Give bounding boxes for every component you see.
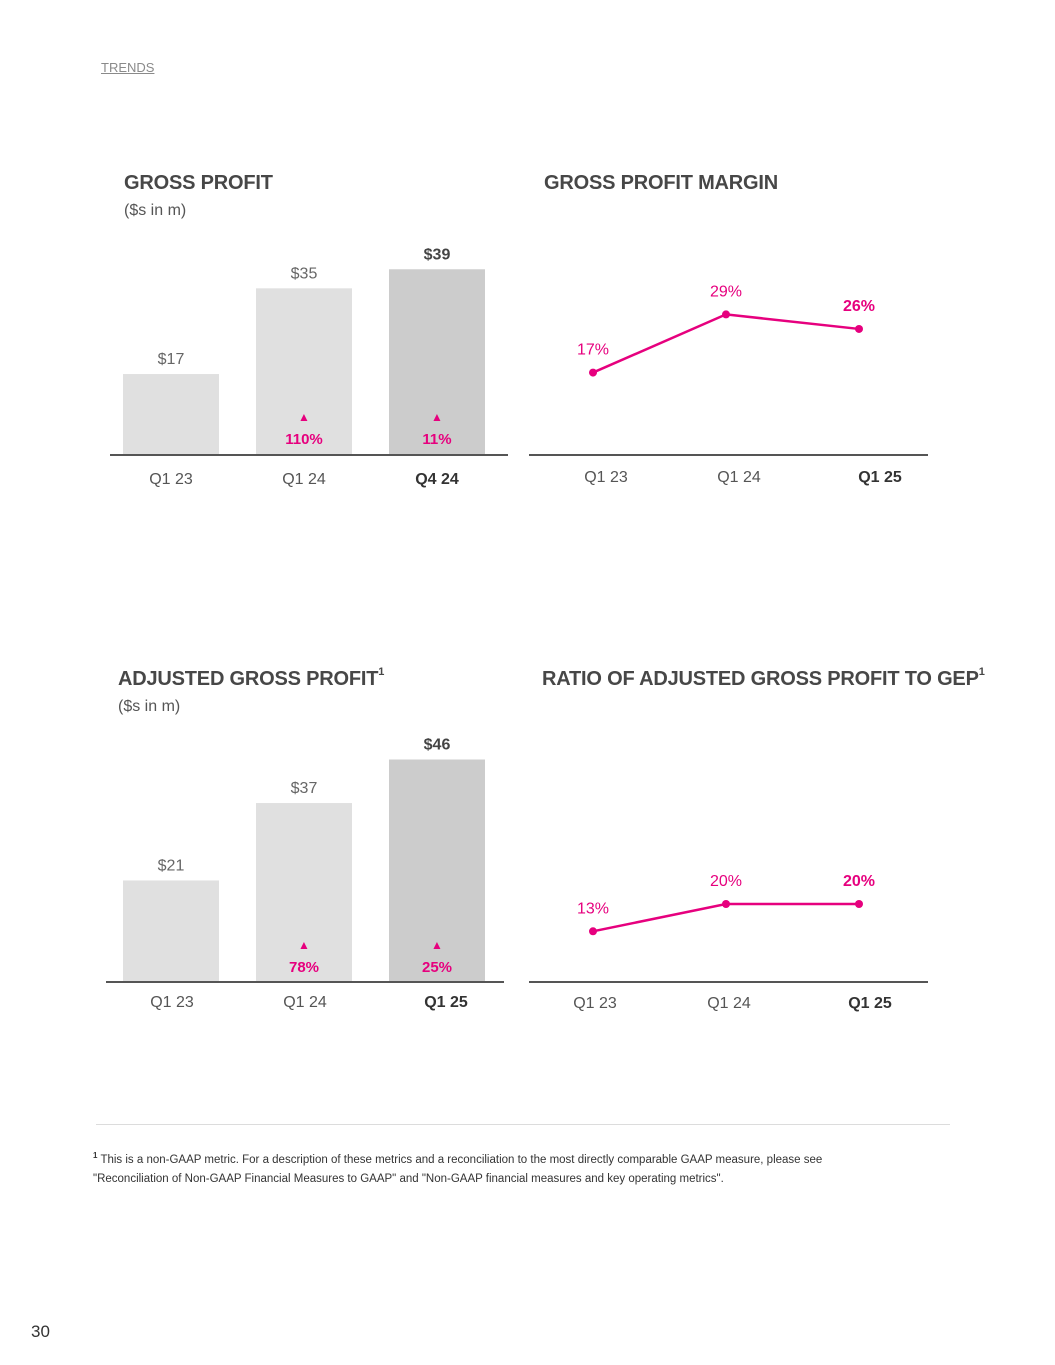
footnote-ref: 1: [978, 666, 985, 679]
footnote-line-1: 1 This is a non-GAAP metric. For a descr…: [93, 1151, 823, 1166]
point-value-label: 20%: [710, 873, 742, 890]
footnote-line-2: "Reconciliation of Non-GAAP Financial Me…: [93, 1173, 724, 1185]
gross-profit-margin-title: GROSS PROFIT MARGIN: [544, 172, 778, 194]
growth-label: 25%: [422, 959, 452, 976]
bar: [256, 803, 352, 982]
x-tick-label: Q1 24: [282, 471, 326, 488]
point-value-label: 17%: [577, 342, 609, 359]
growth-up-icon: ▲: [431, 938, 443, 952]
x-tick-label: Q1 24: [283, 994, 327, 1011]
gross-profit-title: GROSS PROFIT: [124, 172, 273, 194]
x-tick-label: Q1 24: [717, 469, 761, 486]
bar-value-label: $35: [291, 265, 318, 282]
x-tick-label: Q1 25: [858, 469, 902, 486]
x-tick-label: Q1 23: [584, 469, 628, 486]
point-value-label: 20%: [843, 873, 875, 890]
bar: [123, 880, 219, 982]
footnote-ref: 1: [378, 666, 385, 679]
bar: [123, 374, 219, 455]
bar: [389, 269, 485, 455]
data-point: [722, 900, 730, 908]
x-tick-label: Q1 25: [424, 994, 468, 1011]
x-tick-label: Q1 23: [150, 994, 194, 1011]
point-value-label: 26%: [843, 298, 875, 315]
data-point: [589, 368, 597, 377]
data-point: [722, 310, 730, 319]
data-point: [855, 900, 863, 908]
bar-value-label: $21: [158, 857, 185, 874]
ratio-adjusted-gp-to-gep-title: RATIO OF ADJUSTED GROSS PROFIT TO GEP1: [542, 666, 985, 690]
series-line: [592, 902, 859, 933]
data-point: [855, 324, 863, 333]
bar-value-label: $17: [158, 351, 185, 368]
growth-up-icon: ▲: [298, 938, 310, 952]
x-tick-label: Q1 23: [149, 471, 193, 488]
growth-label: 78%: [289, 959, 319, 976]
x-tick-label: Q4 24: [415, 471, 459, 488]
x-tick-label: Q1 23: [573, 995, 617, 1012]
bar: [389, 759, 485, 982]
point-value-label: 13%: [577, 900, 609, 917]
footnote-divider: [96, 1124, 950, 1125]
growth-up-icon: ▲: [431, 410, 443, 424]
page-number: 30: [31, 1322, 50, 1341]
bar: [256, 288, 352, 455]
x-tick-label: Q1 24: [707, 995, 751, 1012]
adjusted-gross-profit-subtitle: ($s in m): [118, 698, 181, 715]
adjusted-gross-profit-title: ADJUSTED GROSS PROFIT1: [118, 666, 385, 690]
bar-value-label: $37: [291, 780, 318, 797]
growth-label: 11%: [422, 431, 451, 448]
x-tick-label: Q1 25: [848, 995, 892, 1012]
point-value-label: 29%: [710, 283, 742, 300]
growth-label: 110%: [285, 431, 323, 448]
gross-profit-subtitle: ($s in m): [124, 202, 187, 219]
section-link-trends[interactable]: TRENDS: [101, 60, 155, 75]
data-point: [589, 927, 597, 936]
bar-value-label: $46: [424, 737, 451, 754]
bar-value-label: $39: [424, 246, 451, 263]
growth-up-icon: ▲: [298, 410, 310, 424]
